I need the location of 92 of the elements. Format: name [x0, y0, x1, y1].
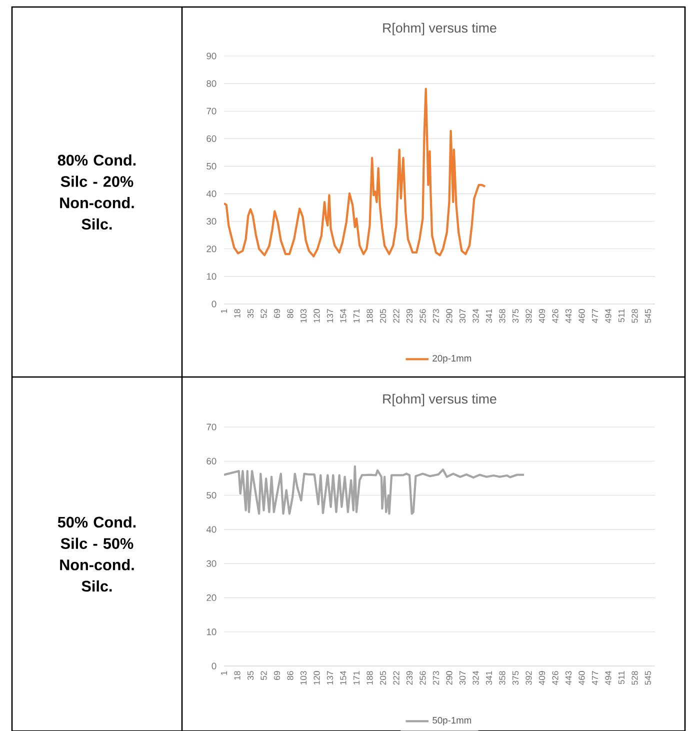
- y-tick-label: 60: [206, 458, 216, 464]
- x-tick-label: 239: [406, 309, 413, 323]
- y-tick-label: 70: [206, 108, 216, 114]
- x-tick-label: 256: [420, 671, 426, 685]
- x-tick-label: 52: [260, 309, 267, 318]
- line-series: [224, 465, 526, 515]
- x-tick-label: 69: [274, 309, 280, 318]
- x-tick-label: 307: [459, 309, 466, 323]
- x-tick-label: 86: [287, 309, 294, 318]
- x-tick-label: 35: [247, 671, 254, 680]
- x-tick-label: 528: [632, 309, 638, 323]
- y-tick-label: 30: [206, 560, 216, 567]
- legend-label: 50p-1mm: [432, 716, 472, 726]
- x-tick-label: 511: [618, 671, 625, 684]
- x-tick-label: 1: [221, 309, 227, 313]
- x-tick-label: 52: [260, 671, 267, 680]
- x-tick-label: 324: [472, 670, 479, 685]
- x-tick-label: 154: [340, 670, 346, 684]
- x-tick-label: 103: [300, 309, 307, 322]
- x-tick-label: 358: [499, 309, 506, 323]
- x-tick-label: 18: [234, 671, 240, 680]
- x-tick-label: 358: [499, 671, 506, 685]
- legend-label: 20p-1mm: [432, 354, 472, 364]
- y-tick-label: 10: [206, 273, 216, 280]
- x-tick-label: 307: [459, 671, 466, 685]
- x-tick-label: 545: [644, 309, 651, 323]
- x-tick-label: 511: [618, 309, 625, 322]
- x-tick-label: 86: [287, 671, 294, 680]
- y-tick-label: 70: [206, 424, 216, 430]
- x-tick-label: 392: [526, 671, 532, 685]
- y-tick-label: 80: [206, 80, 216, 87]
- x-tick-label: 392: [526, 309, 532, 323]
- x-tick-label: 375: [512, 671, 519, 685]
- x-tick-label: 341: [486, 671, 492, 685]
- x-tick-label: 324: [472, 308, 479, 323]
- x-tick-label: 477: [592, 309, 598, 323]
- y-tick-label: 0: [212, 662, 216, 670]
- x-tick-label: 494: [605, 308, 612, 323]
- x-tick-label: 460: [578, 671, 585, 685]
- chart-title: R[ohm] versus time: [383, 394, 496, 406]
- x-tick-label: 290: [446, 309, 452, 323]
- x-tick-label: 443: [565, 671, 572, 685]
- x-tick-label: 137: [326, 671, 334, 684]
- y-tick-label: 60: [206, 135, 216, 142]
- x-tick-label: 528: [632, 671, 638, 685]
- x-tick-label: 409: [538, 671, 546, 685]
- x-tick-label: 120: [314, 671, 320, 684]
- x-tick-label: 256: [420, 309, 426, 323]
- y-tick-label: 50: [206, 492, 216, 499]
- x-tick-label: 222: [393, 309, 400, 323]
- x-tick-label: 477: [592, 671, 598, 685]
- line-series: [224, 88, 486, 258]
- x-tick-label: 375: [512, 309, 519, 323]
- x-tick-label: 188: [366, 671, 373, 684]
- y-tick-label: 40: [206, 190, 216, 198]
- x-tick-label: 460: [578, 309, 585, 323]
- x-tick-label: 205: [380, 309, 386, 323]
- y-tick-label: 30: [206, 218, 216, 225]
- text: 50% Cond. Silc - 50% Non-cond. Silc.: [58, 516, 136, 592]
- x-tick-label: 494: [605, 670, 612, 685]
- x-tick-label: 273: [432, 309, 440, 323]
- x-tick-label: 171: [354, 671, 360, 684]
- y-tick-label: 20: [206, 594, 216, 602]
- x-tick-label: 545: [644, 671, 651, 685]
- y-tick-label: 50: [206, 162, 216, 170]
- x-tick-label: 103: [300, 671, 307, 684]
- x-tick-label: 35: [247, 309, 254, 318]
- y-tick-label: 0: [212, 300, 216, 308]
- x-tick-label: 188: [366, 309, 373, 322]
- x-tick-label: 426: [552, 309, 558, 323]
- y-tick-label: 20: [206, 246, 216, 252]
- x-tick-label: 273: [432, 671, 440, 685]
- x-tick-label: 341: [486, 309, 492, 323]
- x-tick-label: 154: [340, 308, 346, 322]
- x-tick-label: 426: [552, 671, 558, 685]
- x-tick-label: 205: [380, 671, 386, 685]
- y-tick-label: 90: [206, 52, 216, 60]
- x-tick-label: 1: [221, 671, 227, 675]
- x-tick-label: 171: [354, 309, 360, 322]
- chart-title: R[ohm] versus time: [383, 22, 496, 36]
- y-tick-label: 40: [206, 526, 216, 533]
- x-tick-label: 409: [538, 309, 546, 323]
- text: 80% Cond. Silc - 20% Non-cond. Silc.: [58, 154, 136, 230]
- x-tick-label: 290: [446, 671, 452, 685]
- x-tick-label: 239: [406, 671, 413, 685]
- y-tick-label: 10: [206, 628, 216, 636]
- x-tick-label: 18: [234, 309, 240, 318]
- x-tick-label: 120: [314, 309, 320, 322]
- x-tick-label: 137: [326, 309, 334, 322]
- x-tick-label: 222: [393, 671, 400, 685]
- x-tick-label: 443: [565, 309, 572, 323]
- x-tick-label: 69: [274, 671, 280, 680]
